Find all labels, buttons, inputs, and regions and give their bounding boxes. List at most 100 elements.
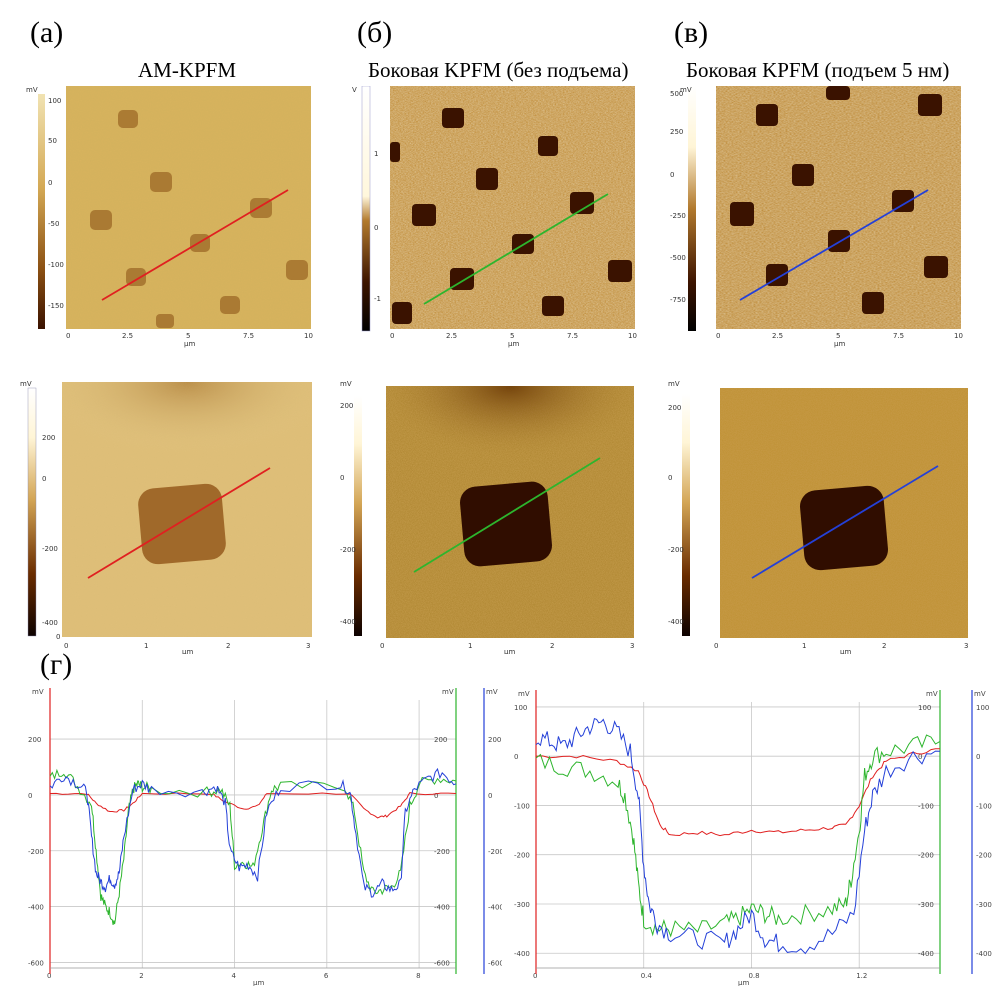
y-tick-label-right-blue: -600 (488, 959, 502, 967)
cbar-c-tick: 500 (670, 90, 683, 98)
y-tick-label-right-blue: -200 (488, 848, 502, 856)
y-tick-label-left: -300 (514, 901, 530, 909)
x-tick: 5 (186, 332, 190, 340)
x-unit: µm (504, 648, 515, 654)
y-tick-label-right-blue: -300 (976, 901, 992, 909)
y-unit-right-green: mV (442, 688, 454, 696)
x-tick-label: 1.2 (856, 972, 867, 980)
cbar-unit: mV (20, 380, 32, 388)
colorbar-b-bottom: mV 200 0 -200 -400 (340, 380, 362, 636)
x-tick: 7.5 (567, 332, 578, 340)
x-tick: 0 (714, 642, 718, 650)
y-tick-label-right-green: -100 (918, 802, 934, 810)
y-tick-label-left: 100 (514, 704, 527, 712)
series-line-blue (49, 767, 457, 898)
x-tick: 0 (64, 642, 68, 650)
x-tick-label: 4 (232, 972, 237, 980)
series-line-red (535, 748, 940, 837)
y-tick-label-right-green: 0 (434, 792, 438, 800)
cbar-a-tick: 50 (48, 137, 57, 145)
x-unit: µm (253, 979, 264, 986)
scan-b-top: 0 2.5 5 7.5 10 µm (390, 86, 637, 348)
y-tick-label-left: 200 (28, 736, 41, 744)
x-tick: 0 (66, 332, 70, 340)
x-tick: 10 (628, 332, 637, 340)
x-tick-label: 0 (47, 972, 51, 980)
x-tick: 7.5 (893, 332, 904, 340)
cbar-c-tick: 0 (670, 171, 674, 179)
series-line-green (535, 734, 941, 938)
series-line-blue (535, 717, 941, 955)
x-tick: 10 (304, 332, 313, 340)
cbar-tick: -400 (42, 619, 58, 627)
x-tick: 3 (306, 642, 310, 650)
y-tick-label-right-blue: -400 (976, 950, 992, 958)
scan-a-bottom: 0 0 1 2 3 µm (56, 382, 312, 654)
y-unit-left: mV (32, 688, 44, 696)
y-tick-label-left: -400 (514, 950, 530, 958)
colorbar-c-top: mV 500 250 0 -250 -500 -750 (670, 86, 696, 331)
x-tick-label: 0.8 (748, 972, 759, 980)
cbar-tick: -400 (340, 618, 356, 626)
y-tick-label-right-blue: 0 (488, 792, 492, 800)
panel-label-b: (б) (357, 16, 393, 49)
y-tick-label-left: -200 (28, 848, 44, 856)
x-unit: µm (738, 979, 749, 986)
y-unit-right-green: mV (926, 690, 938, 698)
y-tick-label-left: -200 (514, 852, 530, 860)
x-unit: µm (840, 648, 851, 654)
cbar-a-tick: 0 (48, 179, 52, 187)
y-tick-label-right-green: 200 (434, 736, 447, 744)
series-line-red (49, 792, 457, 819)
cbar-tick: 0 (340, 474, 344, 482)
y-tick-label-right-green: 0 (918, 753, 922, 761)
y-tick-label-right-blue: 100 (976, 704, 989, 712)
cbar-tick: -200 (340, 546, 356, 554)
colorbar-a-bottom: mV 200 0 -200 -400 (20, 380, 58, 637)
y-tick-label-right-blue: 0 (976, 753, 980, 761)
y-unit-right-blue: mV (974, 690, 986, 698)
cbar-b-unit: V (352, 86, 357, 94)
x-tick: 1 (144, 642, 148, 650)
x-tick: 3 (964, 642, 968, 650)
cbar-tick: 0 (668, 474, 672, 482)
cbar-tick: 200 (340, 402, 353, 410)
x-unit: µm (834, 340, 845, 348)
title-am-kpfm: AM-KPFM (138, 58, 237, 82)
cbar-unit: mV (340, 380, 352, 388)
cbar-c-tick: -250 (670, 212, 686, 220)
panel-label-a: (а) (30, 16, 64, 49)
x-tick: 2 (226, 642, 230, 650)
x-tick: 10 (954, 332, 963, 340)
x-tick: 0 (380, 642, 384, 650)
title-side-kpfm-lift: Боковая KPFM (подъем 5 нм) (686, 58, 950, 82)
y-tick-label-right-green: -400 (918, 950, 934, 958)
y-tick-label-left: -100 (514, 802, 530, 810)
cbar-tick: -400 (668, 618, 684, 626)
cbar-a-unit: mV (26, 86, 38, 94)
cbar-c-tick: -500 (670, 254, 686, 262)
y-tick-label-left: 0 (514, 753, 518, 761)
x-tick: 2.5 (772, 332, 783, 340)
cbar-c-tick: 250 (670, 128, 683, 136)
cbar-b-tick: -1 (374, 295, 381, 303)
x-tick: 0 (390, 332, 394, 340)
panel-label-c: (в) (674, 16, 709, 49)
x-tick: 3 (630, 642, 634, 650)
profile-chart-left: 0 2 4 6 8 200 0 -200 -400 -600 200 0 -200 -400 -600 200… (28, 688, 502, 986)
x-tick: 2.5 (446, 332, 457, 340)
x-tick-label: 0.4 (641, 972, 653, 980)
x-tick: 7.5 (243, 332, 254, 340)
cbar-tick: 0 (42, 475, 46, 483)
x-unit: µm (182, 648, 193, 654)
profile-chart-right: 0 0.4 0.8 1.2 100 0 -100 -200 -300 -400 100 0 -100 -2… (514, 690, 992, 986)
cbar-b-tick: 0 (374, 224, 378, 232)
scan-b-bottom: 0 1 2 3 µm (380, 386, 634, 654)
y-tick-label-right-green: -200 (434, 848, 450, 856)
y-tick-label-right-blue: -200 (976, 852, 992, 860)
cbar-b-tick: 1 (374, 150, 378, 158)
y-tick-label-right-green: -600 (434, 959, 450, 967)
y-tick-label-left: -600 (28, 959, 44, 967)
y-tick-label-right-green: -300 (918, 901, 934, 909)
x-tick-label: 2 (139, 972, 143, 980)
